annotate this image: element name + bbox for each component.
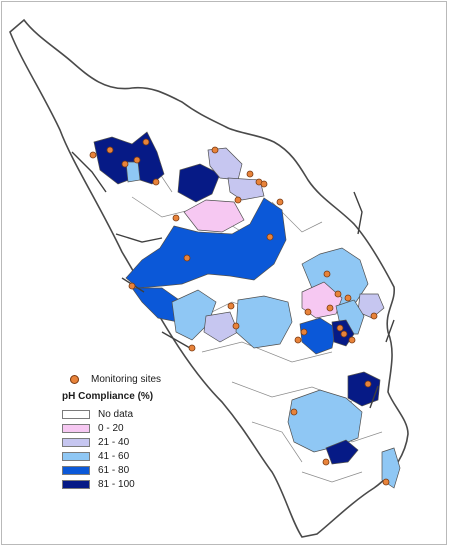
monitoring-sites bbox=[89, 138, 390, 486]
legend-class-row: 81 - 100 bbox=[62, 477, 161, 491]
catchment-blue-centre bbox=[125, 197, 287, 289]
legend-swatch bbox=[62, 465, 90, 475]
monitoring-site-marker bbox=[260, 180, 268, 188]
legend-class-row: 61 - 80 bbox=[62, 463, 161, 477]
monitoring-site-marker bbox=[322, 458, 330, 466]
catchment-light-south-east bbox=[381, 447, 401, 489]
catchment-lav-centre bbox=[203, 311, 239, 343]
monitoring-site-marker bbox=[304, 308, 312, 316]
catchment-lav-east bbox=[227, 177, 265, 201]
monitoring-site-marker bbox=[323, 270, 331, 278]
monitoring-site-marker bbox=[227, 302, 235, 310]
monitoring-site-marker bbox=[128, 282, 136, 290]
legend-class-row: 21 - 40 bbox=[62, 435, 161, 449]
monitoring-site-marker bbox=[133, 156, 141, 164]
legend-class-row: 0 - 20 bbox=[62, 421, 161, 435]
monitoring-site-marker bbox=[142, 138, 150, 146]
monitoring-site-marker bbox=[211, 146, 219, 154]
catchment-light-centre bbox=[235, 295, 293, 349]
legend-class-label: 21 - 40 bbox=[98, 436, 130, 448]
legend-class-label: 0 - 20 bbox=[98, 422, 124, 434]
monitoring-site-marker bbox=[188, 344, 196, 352]
monitoring-site-marker bbox=[266, 233, 274, 241]
legend-class-row: 41 - 60 bbox=[62, 449, 161, 463]
catchment-blue-east bbox=[299, 317, 337, 355]
monitoring-site-marker bbox=[294, 336, 302, 344]
legend-class-label: 61 - 80 bbox=[98, 464, 130, 476]
monitoring-site-marker bbox=[183, 254, 191, 262]
monitoring-site-marker bbox=[300, 328, 308, 336]
monitoring-site-marker bbox=[276, 198, 284, 206]
monitoring-site-marker bbox=[106, 146, 114, 154]
legend-swatch bbox=[62, 409, 90, 419]
legend-swatch bbox=[62, 451, 90, 461]
monitoring-site-marker bbox=[334, 290, 342, 298]
catchment-pink-mid bbox=[183, 199, 245, 233]
legend-class-label: 41 - 60 bbox=[98, 450, 130, 462]
legend-sites-label: Monitoring sites bbox=[91, 373, 162, 385]
monitoring-site-marker bbox=[326, 304, 334, 312]
monitoring-site-marker bbox=[348, 336, 356, 344]
legend-sites-row: Monitoring sites bbox=[62, 372, 161, 386]
catchment-light-north bbox=[125, 161, 141, 183]
monitoring-site-marker bbox=[89, 151, 97, 159]
monitoring-site-marker bbox=[336, 324, 344, 332]
map-legend: Monitoring sites pH Compliance (%) No da… bbox=[62, 372, 161, 491]
monitoring-site-marker bbox=[232, 322, 240, 330]
legend-class-label: 81 - 100 bbox=[98, 478, 135, 490]
monitoring-site-marker bbox=[364, 380, 372, 388]
monitoring-site-marker bbox=[370, 312, 378, 320]
catchment-dark-south-east bbox=[347, 371, 381, 407]
legend-swatch bbox=[62, 423, 90, 433]
monitoring-site-marker bbox=[246, 170, 254, 178]
monitoring-site-marker bbox=[344, 294, 352, 302]
monitoring-site-marker bbox=[290, 408, 298, 416]
monitoring-site-symbol bbox=[70, 374, 79, 384]
legend-swatch bbox=[62, 479, 90, 489]
monitoring-site-marker bbox=[152, 178, 160, 186]
monitoring-site-marker bbox=[121, 160, 129, 168]
monitoring-site-marker bbox=[340, 330, 348, 338]
catchment-dark-south bbox=[325, 439, 359, 465]
monitoring-site-marker bbox=[172, 214, 180, 222]
harbour-inlets bbox=[71, 151, 395, 409]
legend-class-row: No data bbox=[62, 407, 161, 421]
monitoring-site-marker bbox=[382, 478, 390, 486]
legend-title: pH Compliance (%) bbox=[62, 391, 154, 402]
legend-class-label: No data bbox=[98, 408, 134, 420]
legend-swatch bbox=[62, 437, 90, 447]
monitoring-site-marker bbox=[234, 196, 242, 204]
catchment-dark-mid bbox=[177, 163, 221, 203]
catchment-polygons bbox=[93, 131, 401, 489]
